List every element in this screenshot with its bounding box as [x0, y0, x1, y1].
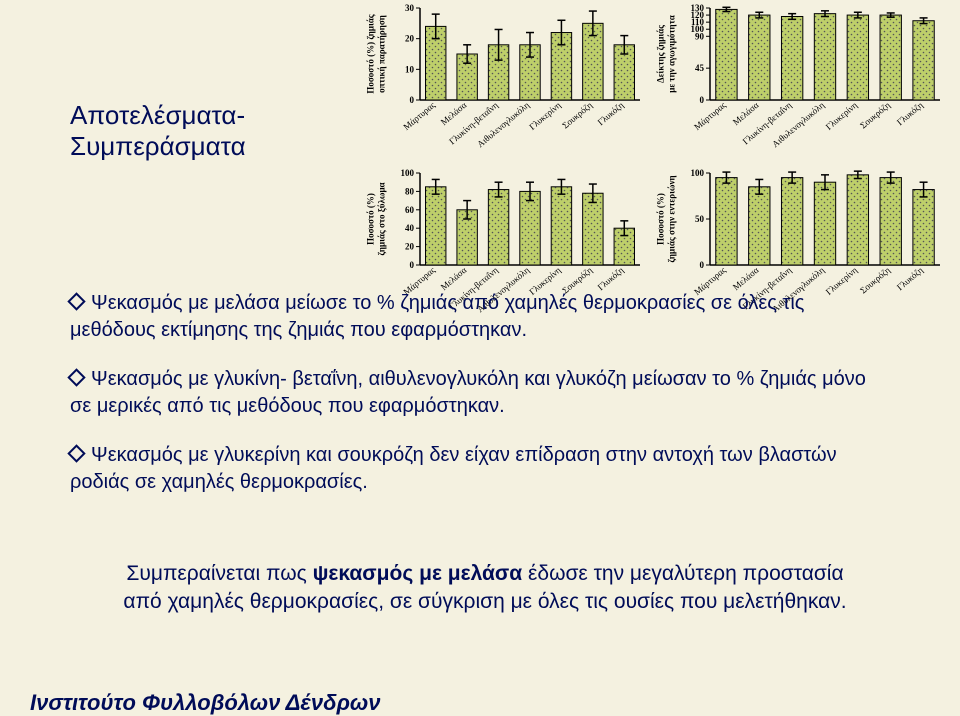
svg-text:Μελάσα: Μελάσα — [731, 100, 761, 127]
svg-text:0: 0 — [410, 95, 415, 105]
svg-text:Γλυκόζη: Γλυκόζη — [596, 265, 626, 293]
conclusion-bold: ψεκασμός με μελάσα — [313, 562, 523, 585]
bullet-text: Ψεκασμός με γλυκίνη- βεταΐνη, αιθυλενογλ… — [70, 368, 866, 417]
svg-text:Μελάσα: Μελάσα — [439, 100, 469, 127]
chart-grid: 0102030 ΜάρτυραςΜελάσαΓλυκίνη-βεταΐνηΑιθ… — [365, 0, 945, 330]
bullet-text: Ψεκασμός με μελάσα μείωσε το % ζημιάς απ… — [70, 292, 804, 341]
svg-text:Δείκτης ζημιάς: Δείκτης ζημιάς — [656, 25, 666, 83]
svg-text:60: 60 — [405, 205, 415, 215]
svg-text:Μελάσα: Μελάσα — [439, 265, 469, 292]
svg-text:Γλυκερίνη: Γλυκερίνη — [527, 100, 563, 132]
title-line2: Συμπεράσματα — [70, 131, 246, 162]
svg-text:Μάρτυρας: Μάρτυρας — [401, 100, 437, 132]
svg-text:Ποσοστό (%) ζημιάς: Ποσοστό (%) ζημιάς — [366, 14, 376, 93]
bullet-item: Ψεκασμός με μελάσα μείωσε το % ζημιάς απ… — [70, 290, 890, 344]
svg-text:100: 100 — [691, 168, 705, 178]
svg-text:0: 0 — [700, 260, 705, 270]
svg-text:80: 80 — [405, 186, 415, 196]
chart-conductivity-index: 04590100110120130 ΜάρτυραςΜελάσαΓλυκίνη-… — [655, 0, 945, 165]
conclusion-pre: Συμπεραίνεται πως — [126, 562, 312, 585]
svg-text:30: 30 — [405, 3, 415, 13]
conclusion: Συμπεραίνεται πως ψεκασμός με μελάσα έδω… — [105, 560, 865, 617]
svg-text:45: 45 — [695, 63, 705, 73]
svg-text:20: 20 — [405, 242, 415, 252]
svg-text:130: 130 — [691, 3, 705, 13]
svg-text:50: 50 — [695, 214, 705, 224]
svg-text:ζημιάς στην εντεριώνη: ζημιάς στην εντεριώνη — [667, 175, 677, 262]
svg-text:40: 40 — [405, 223, 415, 233]
svg-text:Γλυκερίνη: Γλυκερίνη — [824, 100, 860, 132]
bullet-icon — [67, 368, 85, 386]
svg-text:0: 0 — [410, 260, 415, 270]
svg-text:100: 100 — [401, 168, 415, 178]
bullet-list: Ψεκασμός με μελάσα μείωσε το % ζημιάς απ… — [70, 290, 890, 518]
footer-institute: Ινστιτούτο Φυλλοβόλων Δένδρων — [30, 690, 381, 716]
page-title: Αποτελέσματα- Συμπεράσματα — [70, 100, 246, 162]
bullet-icon — [67, 444, 85, 462]
chart-optical-damage: 0102030 ΜάρτυραςΜελάσαΓλυκίνη-βεταΐνηΑιθ… — [365, 0, 645, 165]
svg-text:ζημιάς στο ξύλωμα: ζημιάς στο ξύλωμα — [377, 182, 387, 255]
svg-text:με την αγωγιμότητα: με την αγωγιμότητα — [667, 15, 677, 93]
bullet-icon — [67, 292, 85, 310]
svg-text:0: 0 — [700, 95, 705, 105]
svg-text:Μάρτυρας: Μάρτυρας — [692, 100, 728, 132]
svg-text:Γλυκόζη: Γλυκόζη — [895, 100, 925, 128]
bullet-item: Ψεκασμός με γλυκερίνη και σουκρόζη δεν ε… — [70, 442, 890, 496]
svg-text:Γλυκόζη: Γλυκόζη — [895, 265, 925, 293]
svg-text:Σουκρόζη: Σουκρόζη — [858, 100, 892, 131]
svg-text:10: 10 — [405, 64, 415, 74]
svg-text:Γλυκόζη: Γλυκόζη — [596, 100, 626, 128]
svg-text:20: 20 — [405, 34, 415, 44]
svg-text:Σουκρόζη: Σουκρόζη — [560, 100, 594, 131]
svg-text:Ποσοστό (%): Ποσοστό (%) — [366, 193, 376, 245]
bullet-item: Ψεκασμός με γλυκίνη- βεταΐνη, αιθυλενογλ… — [70, 366, 890, 420]
title-line1: Αποτελέσματα- — [70, 100, 246, 131]
svg-text:Ποσοστό (%): Ποσοστό (%) — [656, 193, 666, 245]
svg-text:οπτική παρατήρηση: οπτική παρατήρηση — [377, 15, 387, 93]
bullet-text: Ψεκασμός με γλυκερίνη και σουκρόζη δεν ε… — [70, 444, 837, 493]
svg-text:Μελάσα: Μελάσα — [731, 265, 761, 292]
